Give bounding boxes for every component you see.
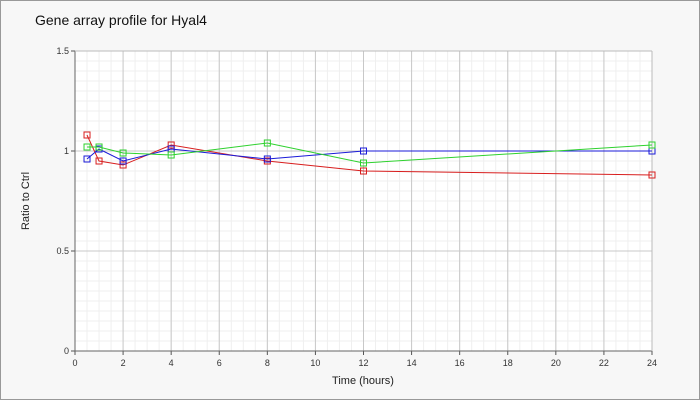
data-point-marker (360, 147, 367, 155)
data-point-marker (95, 157, 103, 165)
x-tick-label: 22 (599, 358, 609, 368)
data-point-marker (83, 143, 91, 151)
x-tick-label: 16 (455, 358, 465, 368)
axes (71, 50, 653, 355)
data-point-marker (119, 161, 127, 169)
series-layer (83, 131, 656, 179)
y-tick-label: 0.5 (56, 246, 69, 256)
series-3 (83, 139, 656, 167)
data-point-marker (119, 149, 127, 157)
x-tick-label: 2 (121, 358, 126, 368)
x-tick-label: 14 (407, 358, 417, 368)
x-tick-label: 6 (217, 358, 222, 368)
data-point-marker (263, 139, 271, 147)
data-point-marker (648, 171, 656, 179)
data-point-marker (648, 141, 656, 149)
data-point-marker (83, 131, 91, 139)
data-point-marker (119, 157, 127, 165)
y-tick-label: 1 (64, 146, 69, 156)
x-tick-label: 0 (72, 358, 77, 368)
x-tick-label: 12 (358, 358, 368, 368)
y-tick-label: 0 (64, 346, 69, 356)
series-2 (83, 145, 656, 165)
chart-title: Gene array profile for Hyal4 (35, 12, 207, 28)
y-tick-label: 1.5 (56, 46, 69, 56)
series-line (87, 142, 653, 164)
data-point-marker (83, 155, 91, 163)
x-tick-label: 8 (265, 358, 270, 368)
data-point-marker (167, 151, 175, 159)
data-point-marker (263, 155, 271, 163)
series-line (86, 148, 652, 162)
data-point-marker (360, 159, 367, 167)
series-1 (83, 131, 656, 179)
x-axis-label: Time (hours) (332, 375, 394, 387)
data-point-marker (360, 167, 367, 175)
data-point-marker (167, 141, 175, 149)
x-tick-label: 20 (551, 358, 561, 368)
data-point-marker (95, 143, 103, 151)
x-tick-label: 24 (647, 358, 657, 368)
series-line (86, 134, 653, 176)
x-tick-label: 18 (503, 358, 513, 368)
x-tick-label: 10 (310, 358, 320, 368)
x-tick-label: 4 (169, 358, 174, 368)
